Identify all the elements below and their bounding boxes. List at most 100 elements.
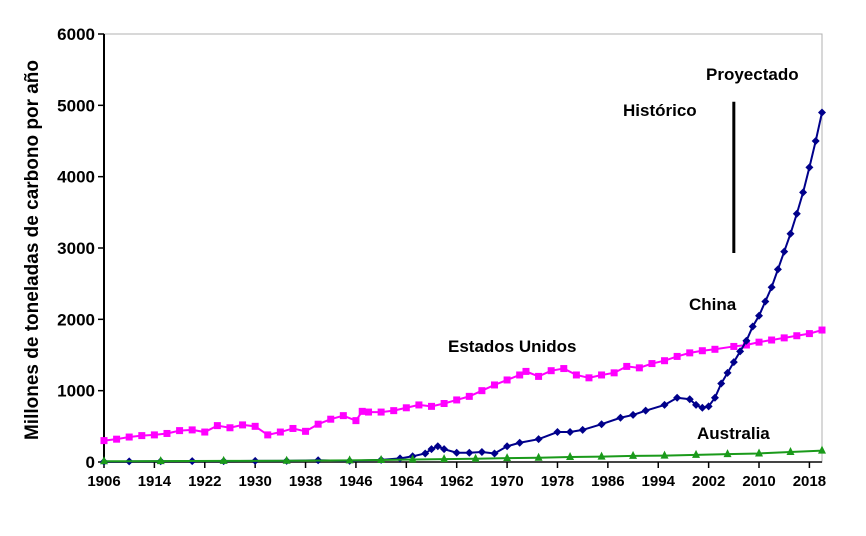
y-axis-label: Millones de toneladas de carbono por año bbox=[22, 60, 43, 440]
data-point-australia bbox=[408, 454, 417, 463]
data-point-estados-unidos bbox=[188, 426, 196, 434]
data-point-australia bbox=[440, 454, 449, 463]
label-australia: Australia bbox=[697, 424, 770, 443]
data-point-china bbox=[742, 336, 751, 345]
data-point-estados-unidos bbox=[755, 338, 763, 346]
data-point-australia bbox=[660, 450, 669, 459]
data-point-estados-unidos bbox=[415, 401, 423, 409]
data-point-estados-unidos bbox=[768, 336, 776, 344]
data-point-estados-unidos bbox=[365, 408, 373, 416]
data-point-china bbox=[767, 283, 776, 292]
data-point-estados-unidos bbox=[572, 371, 580, 379]
data-point-china bbox=[773, 265, 782, 274]
data-point-estados-unidos bbox=[516, 371, 524, 379]
data-point-china bbox=[799, 188, 808, 197]
data-point-estados-unidos bbox=[648, 360, 656, 368]
data-point-australia bbox=[156, 456, 165, 465]
y-tick-label: 1000 bbox=[57, 382, 95, 401]
data-point-australia bbox=[566, 452, 575, 461]
data-point-estados-unidos bbox=[711, 345, 719, 353]
x-tick-label: 1994 bbox=[642, 473, 676, 490]
data-point-estados-unidos bbox=[730, 342, 738, 350]
data-point-china bbox=[723, 368, 732, 377]
label-historico: Histórico bbox=[623, 101, 697, 120]
x-tick-label: 1970 bbox=[490, 473, 523, 490]
y-tick-label: 5000 bbox=[57, 96, 95, 115]
plot-area bbox=[103, 33, 823, 463]
data-point-china bbox=[818, 108, 826, 117]
data-point-australia bbox=[818, 445, 826, 454]
data-point-china bbox=[566, 428, 575, 437]
data-point-estados-unidos bbox=[390, 407, 398, 415]
x-tick-label: 2018 bbox=[793, 473, 826, 490]
data-point-australia bbox=[786, 447, 795, 456]
data-point-estados-unidos bbox=[661, 357, 669, 365]
data-point-australia bbox=[629, 450, 638, 459]
data-point-china bbox=[421, 449, 430, 458]
data-point-estados-unidos bbox=[358, 407, 366, 415]
data-point-china bbox=[503, 442, 512, 451]
data-point-estados-unidos bbox=[478, 387, 486, 395]
data-point-china bbox=[748, 322, 757, 331]
data-point-estados-unidos bbox=[453, 396, 461, 404]
data-point-china bbox=[736, 347, 745, 356]
data-point-australia bbox=[597, 451, 606, 460]
label-china: China bbox=[689, 295, 737, 314]
data-point-china bbox=[761, 297, 770, 306]
y-tick-label: 0 bbox=[86, 453, 95, 472]
data-point-estados-unidos bbox=[428, 402, 436, 410]
data-point-estados-unidos bbox=[138, 432, 146, 440]
data-point-australia bbox=[534, 452, 543, 461]
data-point-china bbox=[440, 445, 449, 454]
data-point-estados-unidos bbox=[100, 437, 108, 445]
data-point-china bbox=[515, 438, 524, 447]
data-point-estados-unidos bbox=[610, 369, 618, 377]
data-point-australia bbox=[100, 456, 108, 465]
x-tick-label: 2010 bbox=[742, 473, 775, 490]
data-point-estados-unidos bbox=[289, 424, 297, 432]
data-point-estados-unidos bbox=[598, 371, 606, 379]
data-point-china bbox=[792, 209, 801, 218]
data-point-estados-unidos bbox=[352, 417, 360, 425]
x-tick-label: 1946 bbox=[339, 473, 372, 490]
data-point-china bbox=[786, 229, 795, 238]
data-point-china bbox=[427, 445, 436, 454]
data-point-estados-unidos bbox=[535, 372, 543, 380]
data-point-estados-unidos bbox=[226, 424, 234, 432]
data-point-australia bbox=[282, 455, 291, 464]
data-point-estados-unidos bbox=[239, 421, 247, 429]
x-tick-label: 1922 bbox=[188, 473, 221, 490]
data-point-china bbox=[729, 358, 738, 367]
y-tick-label: 6000 bbox=[57, 25, 95, 44]
data-point-australia bbox=[503, 453, 512, 462]
data-point-china bbox=[534, 435, 543, 444]
data-point-estados-unidos bbox=[490, 381, 498, 389]
data-point-china bbox=[629, 410, 638, 419]
data-point-estados-unidos bbox=[503, 376, 511, 384]
data-point-estados-unidos bbox=[201, 428, 209, 436]
data-point-estados-unidos bbox=[163, 429, 171, 437]
x-tick-label: 2002 bbox=[692, 473, 725, 490]
data-point-china bbox=[685, 395, 694, 404]
data-point-estados-unidos bbox=[560, 365, 568, 373]
data-point-australia bbox=[219, 455, 228, 464]
data-point-estados-unidos bbox=[264, 431, 272, 439]
data-point-china bbox=[755, 311, 764, 320]
data-point-estados-unidos bbox=[440, 400, 448, 408]
data-point-estados-unidos bbox=[635, 364, 643, 372]
series-line-australia bbox=[103, 449, 823, 463]
data-point-estados-unidos bbox=[742, 341, 750, 349]
data-point-china bbox=[692, 400, 701, 409]
x-tick-label: 1938 bbox=[289, 473, 322, 490]
data-point-china bbox=[660, 400, 669, 409]
data-point-estados-unidos bbox=[465, 392, 473, 400]
data-point-china bbox=[616, 413, 625, 422]
data-point-estados-unidos bbox=[780, 334, 788, 342]
data-point-estados-unidos bbox=[585, 374, 593, 382]
x-tick-label: 1930 bbox=[238, 473, 271, 490]
data-point-estados-unidos bbox=[125, 433, 133, 441]
data-point-china bbox=[780, 247, 789, 256]
data-point-china bbox=[641, 406, 650, 415]
data-point-china bbox=[717, 379, 726, 388]
x-tick-label: 1906 bbox=[87, 473, 120, 490]
